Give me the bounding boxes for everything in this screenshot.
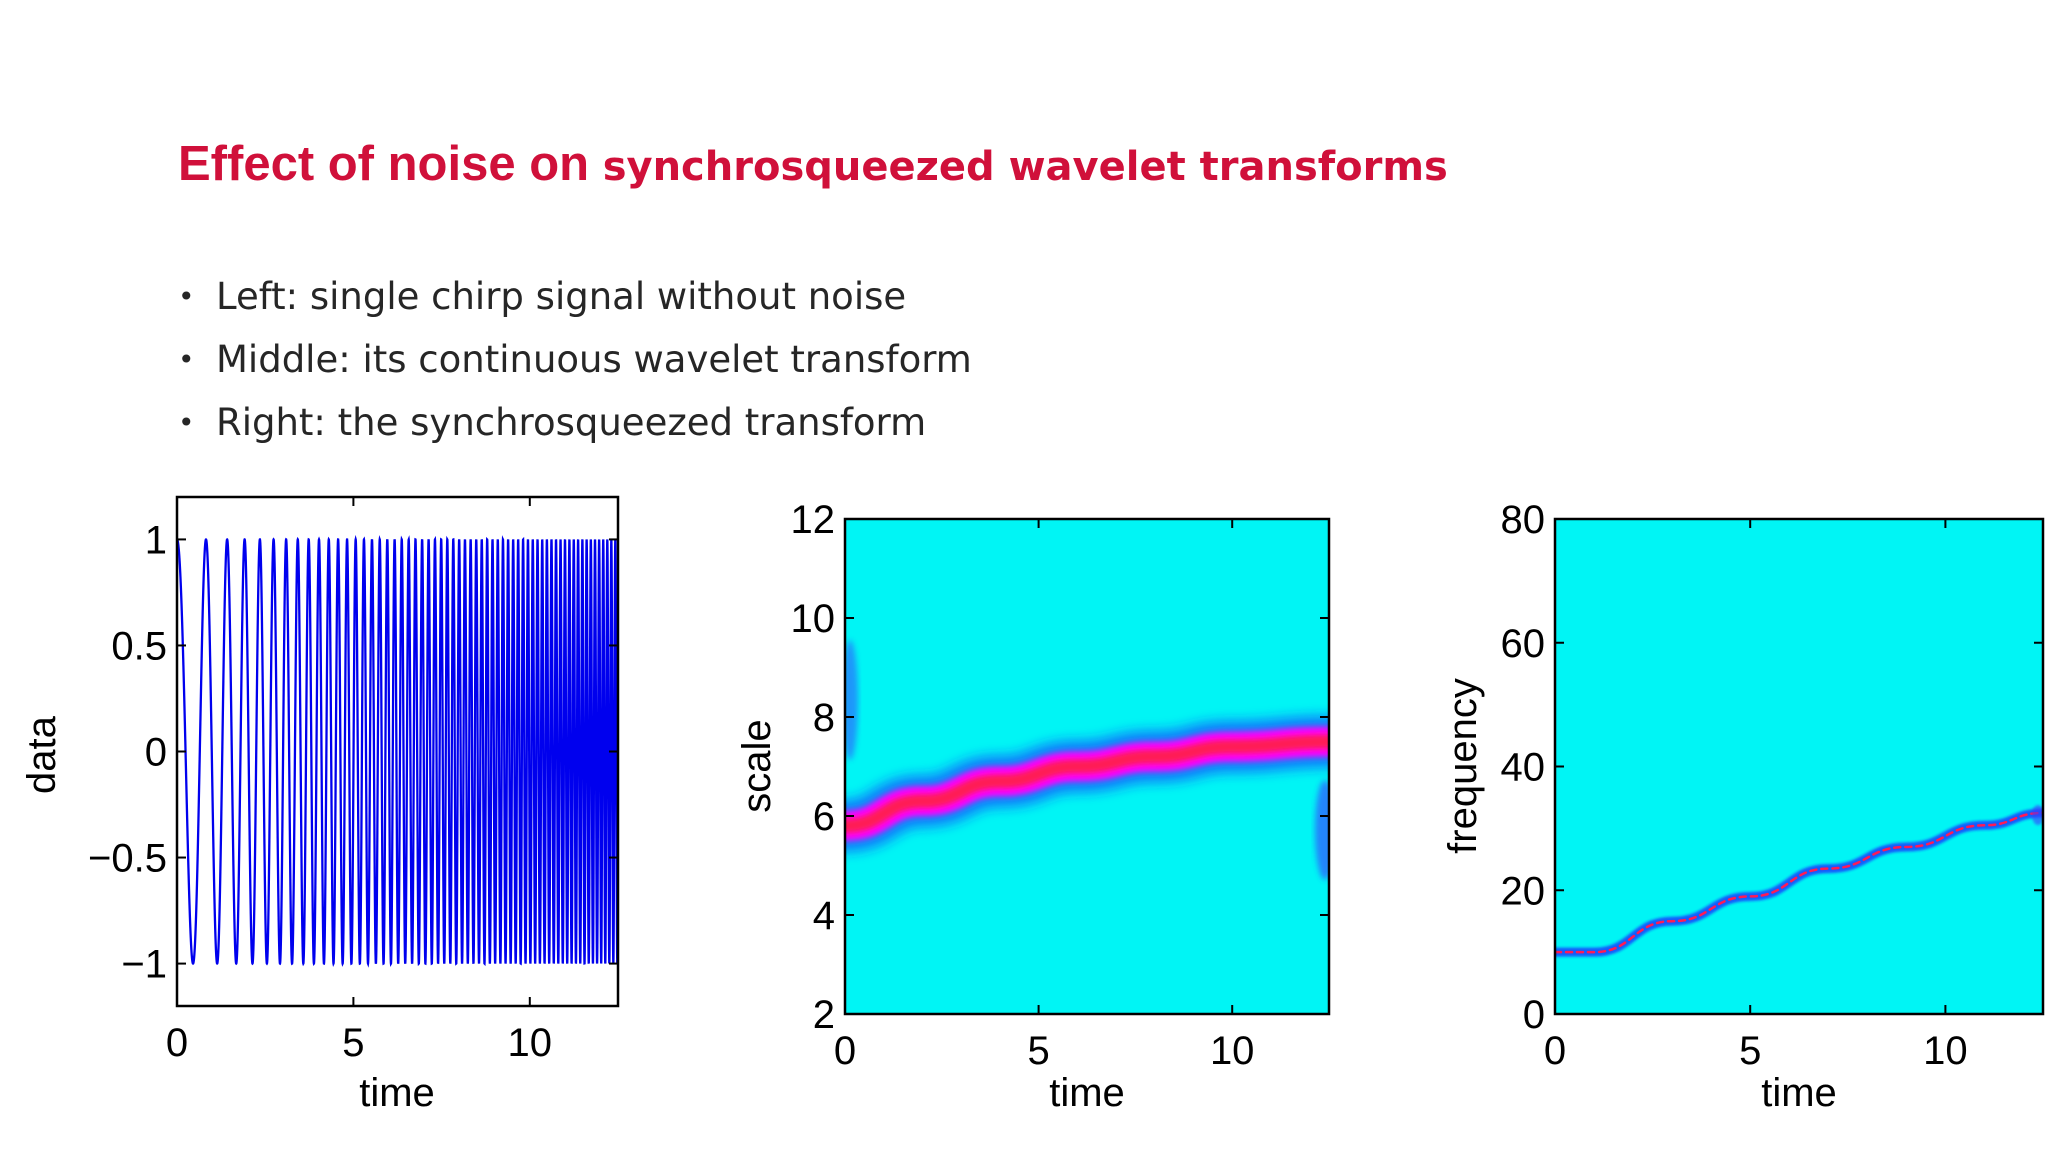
slide-title: Effect of noise on synchrosqueezed wavel… bbox=[178, 140, 1448, 189]
bullet-item: Right: the synchrosqueezed transform bbox=[178, 398, 972, 461]
y-tick-label: −1 bbox=[121, 943, 167, 987]
chart-synchrosqueezed: 0 5 10 80 60 40 20 0 frequency time bbox=[1441, 498, 2045, 1115]
x-axis-label: time bbox=[1049, 1071, 1125, 1115]
series-line-chirp bbox=[177, 534, 618, 968]
chart-wavelet-transform: 0 5 10 12 10 8 6 4 2 scale time bbox=[735, 498, 1331, 1115]
y-tick-label: −0.5 bbox=[88, 837, 167, 881]
y-tick-label: 4 bbox=[813, 894, 835, 938]
y-tick-label: 20 bbox=[1501, 869, 1546, 913]
y-tick-label: 40 bbox=[1501, 746, 1546, 790]
y-tick-label: 10 bbox=[791, 597, 836, 641]
bullet-item: Left: single chirp signal without noise bbox=[178, 272, 972, 335]
x-tick-label: 5 bbox=[342, 1021, 364, 1065]
y-tick-label: 12 bbox=[791, 498, 836, 542]
y-tick-label: 6 bbox=[813, 795, 835, 839]
x-axis-label: time bbox=[1761, 1071, 1837, 1115]
y-tick-label: 60 bbox=[1501, 622, 1546, 666]
x-tick-label: 0 bbox=[166, 1021, 188, 1065]
y-tick-label: 80 bbox=[1501, 498, 1546, 542]
x-axis-label: time bbox=[359, 1071, 435, 1115]
y-axis-label: frequency bbox=[1441, 678, 1485, 854]
x-tick-label: 10 bbox=[508, 1021, 553, 1065]
x-tick-label: 5 bbox=[1027, 1029, 1049, 1073]
y-tick-label: 0.5 bbox=[111, 624, 167, 668]
bullet-item: Middle: its continuous wavelet transform bbox=[178, 335, 972, 398]
ridge-core bbox=[1555, 811, 2043, 954]
title-part-2: synchrosqueezed wavelet transforms bbox=[602, 144, 1448, 190]
plot-frame bbox=[843, 517, 1331, 1016]
chart-signal: 0 5 10 1 0.5 0 −0.5 −1 data time bbox=[20, 495, 620, 1115]
x-tick-label: 5 bbox=[1739, 1029, 1761, 1073]
y-tick-label: 2 bbox=[813, 993, 835, 1037]
y-tick-label: 0 bbox=[145, 731, 167, 775]
y-tick-label: 8 bbox=[813, 696, 835, 740]
x-tick-label: 10 bbox=[1923, 1029, 1968, 1073]
y-axis-label: scale bbox=[735, 719, 779, 812]
ridge-core bbox=[845, 734, 1329, 833]
x-tick-label: 0 bbox=[834, 1029, 856, 1073]
y-tick-label: 1 bbox=[145, 518, 167, 562]
y-tick-label: 0 bbox=[1523, 993, 1545, 1037]
edge-artifact-right bbox=[1315, 780, 1329, 880]
edge-artifact-left bbox=[845, 640, 858, 760]
bullet-list: Left: single chirp signal without noise … bbox=[178, 272, 972, 461]
x-tick-label: 0 bbox=[1544, 1029, 1566, 1073]
edge-artifact-right bbox=[2032, 805, 2043, 825]
y-axis-label: data bbox=[20, 715, 64, 794]
x-tick-label: 10 bbox=[1210, 1029, 1255, 1073]
title-part-1: Effect of noise on bbox=[178, 137, 603, 191]
